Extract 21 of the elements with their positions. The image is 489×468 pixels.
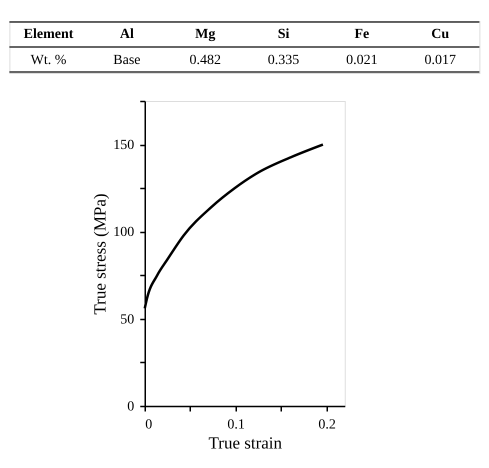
x-axis-title: True strain — [208, 434, 283, 452]
x-tick-label: 0 — [145, 418, 152, 432]
text: Wt. % — [30, 53, 67, 68]
y-tick-label: 100 — [113, 225, 134, 240]
category-label: Cu — [431, 27, 450, 42]
text: 0.017 — [424, 53, 456, 68]
text: 0.335 — [268, 53, 300, 68]
category-label: Al — [120, 27, 134, 42]
category-label: Mg — [195, 27, 216, 42]
text: Element — [24, 27, 74, 42]
y-axis-title: True stress (MPa) — [90, 193, 110, 315]
text: 0.021 — [346, 53, 378, 68]
y-tick-label: 150 — [113, 138, 134, 154]
x-tick-label: 0.2 — [318, 418, 336, 432]
text: 0.482 — [189, 53, 221, 68]
y-tick-label: 0 — [127, 400, 134, 414]
x-tick-label: 0.1 — [227, 418, 245, 432]
category-label: Si — [278, 27, 290, 42]
text: Base — [113, 53, 140, 68]
category-label: Fe — [354, 27, 370, 42]
y-tick-label: 50 — [120, 312, 134, 328]
